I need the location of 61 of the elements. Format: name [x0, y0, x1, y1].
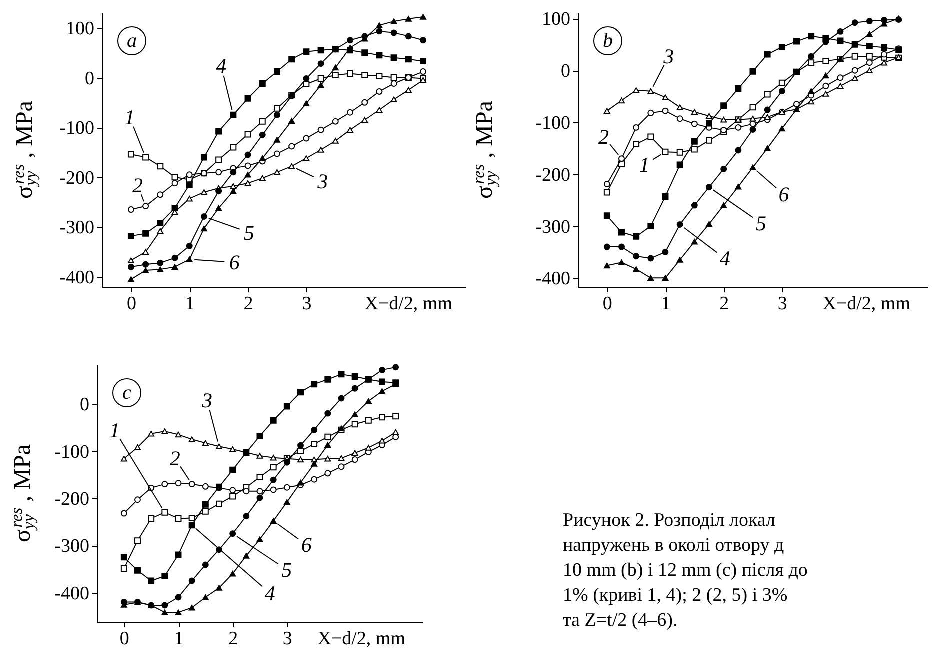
annotation: 1: [639, 153, 650, 178]
x-tick-label: 3: [282, 628, 292, 649]
annotation: 5: [756, 211, 766, 236]
annotation: 6: [301, 533, 312, 558]
annotation: 1: [110, 418, 120, 443]
y-tick-label: -300: [54, 536, 90, 558]
y-tick-label: 0: [561, 61, 570, 82]
y-tick-label: -400: [54, 583, 90, 604]
text: та Z=t/2 (4–6).: [563, 609, 679, 633]
annotation: 3: [201, 388, 212, 413]
x-tick-label: 1: [174, 628, 184, 649]
x-axis-title: X−d/2, mm: [364, 294, 453, 314]
annotation: 2: [132, 173, 144, 198]
annotation: 4: [216, 54, 228, 78]
text: напружень в околі отвору д: [563, 534, 786, 558]
y-tick-label: 100: [542, 9, 570, 30]
annotation: 2: [598, 124, 610, 149]
y-tick-label: 0: [80, 394, 90, 416]
x-axis-title: X−d/2, mm: [318, 628, 406, 649]
x-tick-label: 0: [126, 294, 136, 314]
annotation: 5: [244, 220, 254, 245]
annotation: 1: [124, 105, 136, 130]
y-tick-label: -400: [536, 268, 570, 290]
y-tick-label: 100: [66, 18, 94, 40]
annotation: a: [127, 30, 137, 52]
x-tick-label: 1: [185, 294, 195, 314]
x-tick-label: 0: [602, 294, 612, 314]
y-tick-label: -200: [60, 168, 94, 189]
x-tick-label: 2: [228, 628, 238, 649]
x-tick-label: 2: [720, 294, 730, 314]
annotation: c: [122, 382, 132, 404]
y-tick-label: 0: [85, 68, 94, 90]
annotation: 4: [264, 581, 276, 606]
y-tick-label: -300: [536, 216, 570, 238]
annotation: 6: [778, 182, 790, 207]
text: 10 mm (b) і 12 mm (c) після до: [563, 559, 809, 583]
y-tick-label: -200: [536, 164, 570, 186]
circled-letter: b: [594, 26, 622, 56]
x-axis-title: X−d/2, mm: [822, 294, 911, 314]
x-tick-label: 3: [778, 294, 788, 314]
x-tick-label: 2: [244, 294, 254, 314]
circled-letter: a: [118, 26, 146, 56]
text: Рисунок 2. Розподіл локал: [563, 509, 776, 533]
y-tick-label: -300: [60, 218, 94, 239]
annotation: 3: [316, 169, 328, 194]
y-tick-label: -100: [536, 112, 570, 134]
annotation: 2: [170, 446, 181, 470]
x-tick-label: 3: [302, 294, 312, 314]
y-tick-label: -400: [60, 268, 94, 289]
annotation: 5: [282, 558, 292, 582]
annotation: 6: [229, 250, 240, 275]
text: 1% (криві 1, 4); 2 (2, 5) і 3%: [563, 584, 789, 608]
annotation: 3: [662, 44, 674, 68]
x-tick-label: 1: [661, 294, 671, 314]
annotation: b: [603, 30, 613, 52]
circled-letter: c: [112, 378, 142, 408]
x-tick-label: 0: [120, 628, 130, 649]
y-tick-label: -200: [54, 488, 90, 510]
y-tick-label: -100: [60, 118, 94, 140]
annotation: 4: [720, 246, 731, 271]
y-tick-label: -100: [54, 442, 90, 463]
